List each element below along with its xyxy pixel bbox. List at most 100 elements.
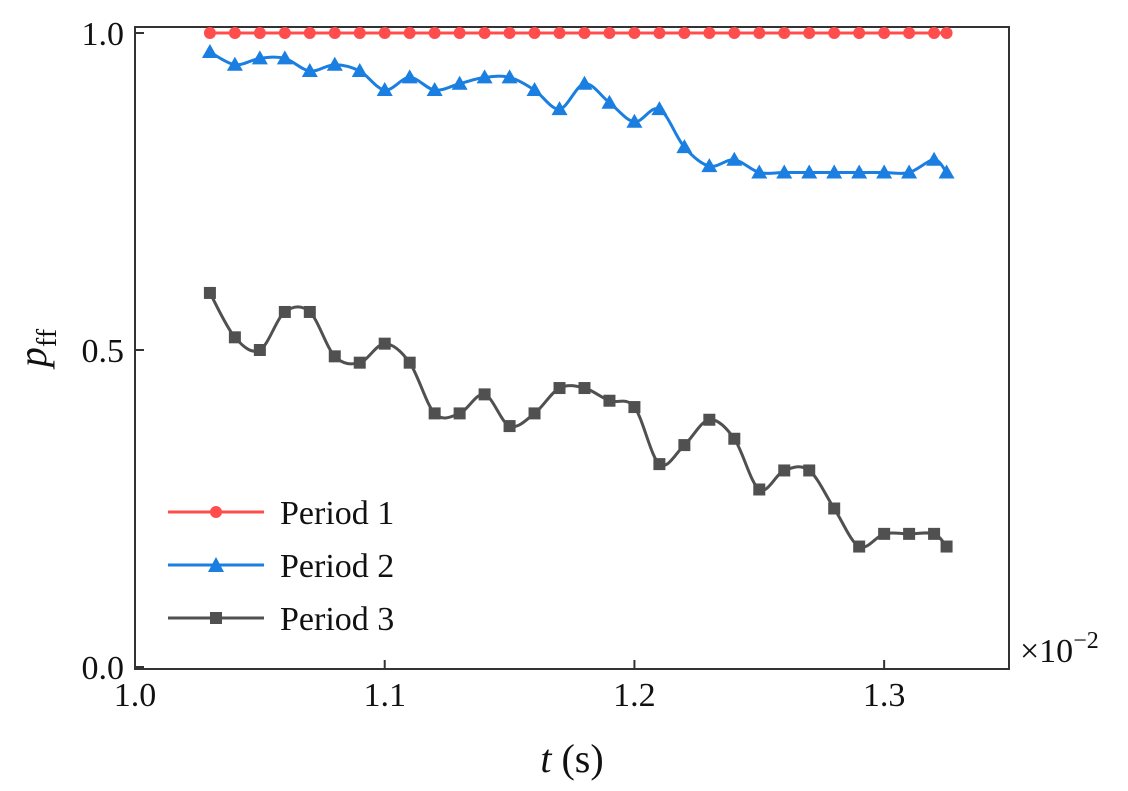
data-point-period-1 — [328, 27, 341, 39]
legend-marker-period-3 — [210, 612, 222, 624]
data-point-period-3 — [703, 413, 716, 426]
data-point-period-3 — [528, 407, 541, 420]
legend-entry-period-2: Period 2 — [168, 548, 394, 585]
data-point-period-3 — [653, 458, 666, 471]
data-point-period-3 — [478, 388, 491, 401]
x-tick-label: 1.0 — [114, 677, 157, 714]
data-point-period-2 — [876, 164, 893, 179]
data-point-period-3 — [203, 286, 216, 299]
data-point-period-1 — [703, 27, 716, 39]
data-point-period-2 — [326, 56, 343, 71]
data-point-period-2 — [826, 164, 843, 179]
data-point-period-1 — [203, 27, 216, 39]
data-point-period-3 — [378, 337, 391, 350]
data-point-period-1 — [803, 27, 816, 39]
series-markers — [201, 27, 955, 553]
data-point-period-3 — [928, 527, 941, 540]
data-point-period-2 — [301, 63, 318, 78]
data-point-period-3 — [803, 464, 816, 477]
data-point-period-1 — [853, 27, 866, 39]
data-point-period-1 — [728, 27, 741, 39]
data-point-period-1 — [578, 27, 591, 39]
x-tick-label: 1.3 — [863, 677, 906, 714]
data-point-period-2 — [926, 151, 943, 166]
data-point-period-2 — [276, 50, 293, 65]
data-point-period-1 — [403, 27, 416, 39]
data-point-period-1 — [528, 27, 541, 39]
data-point-period-1 — [928, 27, 941, 39]
data-point-period-3 — [353, 356, 366, 369]
y-tick-label: 1.0 — [82, 16, 125, 53]
x-axis-title: t (s) — [540, 736, 603, 781]
legend-label-period-1: Period 1 — [280, 495, 394, 532]
data-point-period-1 — [353, 27, 366, 39]
data-point-period-2 — [451, 75, 468, 90]
data-point-period-2 — [401, 69, 418, 84]
data-point-period-2 — [701, 158, 718, 173]
data-point-period-1 — [653, 27, 666, 39]
data-point-period-3 — [853, 540, 866, 553]
data-point-period-2 — [201, 44, 218, 59]
y-tick-label: 0.0 — [82, 650, 125, 687]
data-point-period-3 — [728, 432, 741, 445]
data-point-period-2 — [938, 164, 955, 179]
data-point-period-2 — [501, 69, 518, 84]
data-point-period-1 — [678, 27, 691, 39]
data-point-period-1 — [378, 27, 391, 39]
data-point-period-1 — [428, 27, 441, 39]
data-point-period-2 — [351, 63, 368, 78]
data-point-period-1 — [303, 27, 316, 39]
data-point-period-1 — [828, 27, 841, 39]
data-point-period-2 — [226, 56, 243, 71]
data-point-period-2 — [751, 164, 768, 179]
data-point-period-3 — [503, 420, 516, 433]
data-point-period-3 — [678, 439, 691, 452]
data-point-period-3 — [303, 305, 316, 318]
legend-marker-period-2 — [208, 557, 224, 572]
data-point-period-2 — [726, 151, 743, 166]
x-tick-label: 1.1 — [363, 677, 406, 714]
data-point-period-1 — [628, 27, 641, 39]
data-point-period-1 — [940, 27, 953, 39]
data-point-period-3 — [253, 344, 266, 356]
data-point-period-3 — [228, 331, 241, 344]
data-point-period-2 — [576, 75, 593, 90]
data-point-period-2 — [676, 139, 693, 154]
series-line-period-2 — [209, 50, 948, 175]
data-point-period-2 — [551, 101, 568, 116]
legend-entry-period-3: Period 3 — [168, 601, 394, 638]
data-point-period-3 — [278, 305, 291, 318]
data-point-period-1 — [553, 27, 566, 39]
data-point-period-1 — [778, 27, 791, 39]
legend-marker-period-1 — [210, 506, 222, 518]
series-lines — [208, 31, 948, 549]
data-point-period-3 — [628, 401, 641, 414]
data-point-period-2 — [426, 82, 443, 97]
data-point-period-1 — [253, 27, 266, 39]
data-point-period-2 — [626, 113, 643, 128]
legend-label-period-3: Period 3 — [280, 601, 394, 638]
data-point-period-2 — [651, 101, 668, 116]
data-point-period-3 — [553, 382, 566, 395]
data-point-period-3 — [328, 350, 341, 363]
data-point-period-3 — [828, 502, 841, 515]
data-point-period-2 — [901, 164, 918, 179]
data-point-period-2 — [526, 82, 543, 97]
data-point-period-3 — [753, 483, 766, 496]
axis-ticks: 1.0 1.1 1.2 1.3 0.0 0.5 1.0 — [82, 16, 906, 714]
legend-label-period-2: Period 2 — [280, 548, 394, 585]
data-point-period-3 — [428, 407, 441, 420]
data-point-period-2 — [851, 164, 868, 179]
data-point-period-2 — [601, 94, 618, 109]
x-multiplier: ×10−2 — [1020, 628, 1099, 670]
data-point-period-1 — [478, 27, 491, 39]
data-point-period-1 — [753, 27, 766, 39]
data-point-period-2 — [476, 69, 493, 84]
data-point-period-2 — [251, 50, 268, 65]
data-point-period-1 — [228, 27, 241, 39]
plot-frame — [134, 26, 1010, 670]
data-point-period-3 — [903, 527, 916, 540]
data-point-period-1 — [878, 27, 891, 39]
data-point-period-2 — [376, 82, 393, 97]
x-tick-label: 1.2 — [613, 677, 656, 714]
